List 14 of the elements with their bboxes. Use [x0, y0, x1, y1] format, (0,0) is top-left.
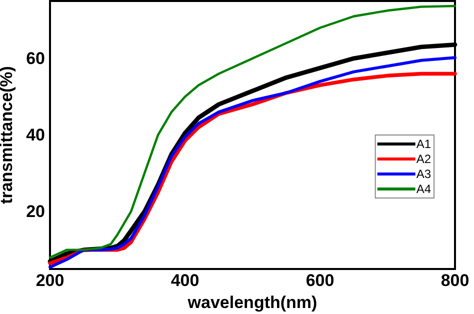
y-tick-label: 60 — [26, 48, 45, 68]
x-tick-label: 200 — [36, 271, 64, 290]
y-tick-label: 20 — [26, 202, 45, 222]
legend-label: A4 — [416, 182, 432, 196]
x-axis-title: wavelength(nm) — [186, 292, 318, 312]
legend-label: A3 — [416, 167, 432, 181]
x-tick-label: 800 — [440, 271, 470, 290]
legend-label: A2 — [416, 152, 432, 166]
y-tick-label: 40 — [26, 126, 45, 144]
x-tick-label: 400 — [170, 271, 200, 290]
x-tick-label: 600 — [306, 271, 334, 290]
legend-label: A1 — [416, 137, 432, 151]
line-series — [48, 4, 456, 259]
y-axis-title: transmittance(%) — [0, 66, 16, 204]
